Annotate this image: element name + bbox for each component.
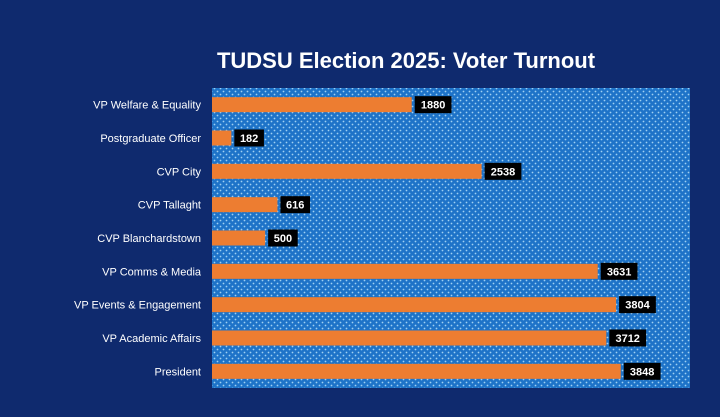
data-label: 616 [286,200,304,212]
data-label-box [268,229,298,247]
bars-group: VP Welfare & Equality 1880 Postgraduate Of… [74,96,661,380]
data-label-box [600,262,638,280]
data-label: 3848 [630,366,654,378]
category-label: CVP Blanchardstown [97,233,201,245]
bar [212,230,266,246]
category-label: VP Welfare & Equality [93,100,201,112]
data-label: 3712 [615,333,639,345]
data-label: 1880 [421,100,445,112]
data-label-box [484,162,522,180]
data-label: 500 [274,233,292,245]
chart-title: TUDSU Election 2025: Voter Turnout [217,48,596,73]
data-label: 182 [240,133,258,145]
bar [212,330,607,346]
bar [212,163,482,179]
data-label: 2538 [491,166,515,178]
category-label: President [155,366,201,378]
data-label-box [619,296,656,314]
bar [212,263,598,279]
category-label: VP Events & Engagement [74,300,201,312]
data-label: 3804 [625,300,650,312]
bar [212,363,621,379]
data-label-box [414,96,452,114]
data-label-box [623,362,661,380]
category-label: VP Academic Affairs [102,333,201,345]
data-label-box [280,196,311,214]
data-label: 3631 [607,266,631,278]
data-label-box [234,129,264,147]
category-label: VP Comms & Media [102,266,202,278]
data-label-box [609,329,647,347]
bar [212,197,278,213]
bar [212,130,232,146]
bar [212,97,412,113]
bar [212,297,617,313]
category-label: CVP Tallaght [138,200,201,212]
category-label: Postgraduate Officer [100,133,201,145]
category-label: CVP City [157,166,202,178]
